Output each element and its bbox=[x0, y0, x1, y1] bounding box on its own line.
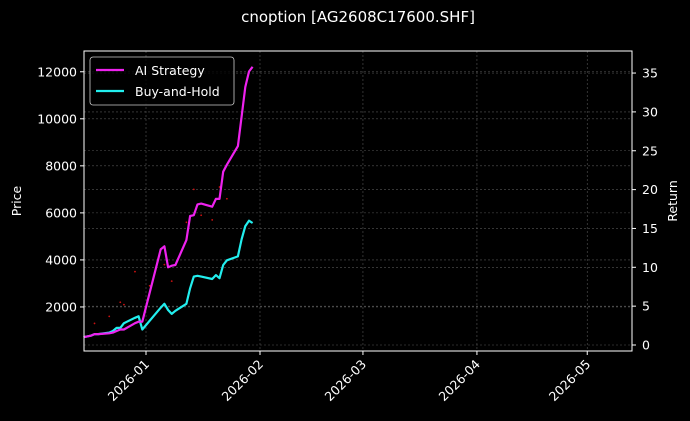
series-line-buy-and-hold bbox=[83, 219, 254, 339]
legend-label-ai-strategy: AI Strategy bbox=[135, 63, 205, 78]
series-line-ai-strategy bbox=[83, 66, 254, 339]
y-tick-label-left: 4000 bbox=[45, 252, 77, 267]
scatter-point bbox=[185, 221, 188, 224]
grid-lines bbox=[84, 51, 632, 351]
x-tick-label: 2026-05 bbox=[546, 357, 594, 405]
scatter-point bbox=[211, 219, 214, 221]
y-tick-label-right: 20 bbox=[642, 182, 658, 197]
y-tick-label-right: 35 bbox=[642, 66, 658, 81]
y-axis-label-right: Return bbox=[665, 180, 680, 221]
scatter-point bbox=[225, 197, 228, 200]
scatter-point bbox=[93, 322, 96, 325]
scatter-point bbox=[192, 188, 195, 191]
legend: AI Strategy Buy-and-Hold bbox=[89, 56, 235, 106]
y-tick-label-right: 30 bbox=[642, 104, 658, 119]
y-tick-label-right: 15 bbox=[642, 221, 658, 236]
series-lines bbox=[83, 66, 254, 339]
legend-box bbox=[89, 56, 235, 106]
x-tick-label: 2026-01 bbox=[105, 357, 153, 405]
legend-label-buy-and-hold: Buy-and-Hold bbox=[135, 84, 220, 99]
x-tick-label: 2026-03 bbox=[322, 357, 370, 405]
y-tick-label-left: 2000 bbox=[45, 299, 77, 314]
x-tick-label: 2026-04 bbox=[436, 356, 484, 404]
y-axis-label-left: Price bbox=[9, 185, 24, 216]
plot-frame bbox=[83, 50, 633, 352]
axis-ticks: 2026-01 2026-02 2026-03 2026-04 2026-05 2000 4… bbox=[37, 64, 658, 404]
y-tick-label-right: 5 bbox=[642, 299, 650, 314]
price-scatter bbox=[93, 186, 228, 325]
y-tick-label-right: 0 bbox=[642, 338, 650, 353]
scatter-point bbox=[123, 303, 125, 306]
scatter-point bbox=[163, 263, 166, 266]
y-tick-label-right: 10 bbox=[642, 260, 658, 275]
y-tick-label-right: 25 bbox=[642, 143, 658, 158]
scatter-point bbox=[200, 214, 203, 217]
y-tick-label-left: 10000 bbox=[37, 111, 77, 126]
scatter-point bbox=[148, 284, 151, 287]
y-tick-label-left: 8000 bbox=[45, 158, 77, 173]
scatter-point bbox=[108, 315, 111, 318]
scatter-point bbox=[134, 270, 136, 273]
x-tick-label: 2026-02 bbox=[219, 357, 267, 405]
scatter-point bbox=[170, 280, 173, 282]
y-tick-label-left: 6000 bbox=[45, 205, 77, 220]
scatter-point bbox=[119, 301, 122, 304]
chart-title: cnoption [AG2608C17600.SHF] bbox=[241, 8, 475, 26]
y-tick-label-left: 12000 bbox=[37, 64, 77, 79]
